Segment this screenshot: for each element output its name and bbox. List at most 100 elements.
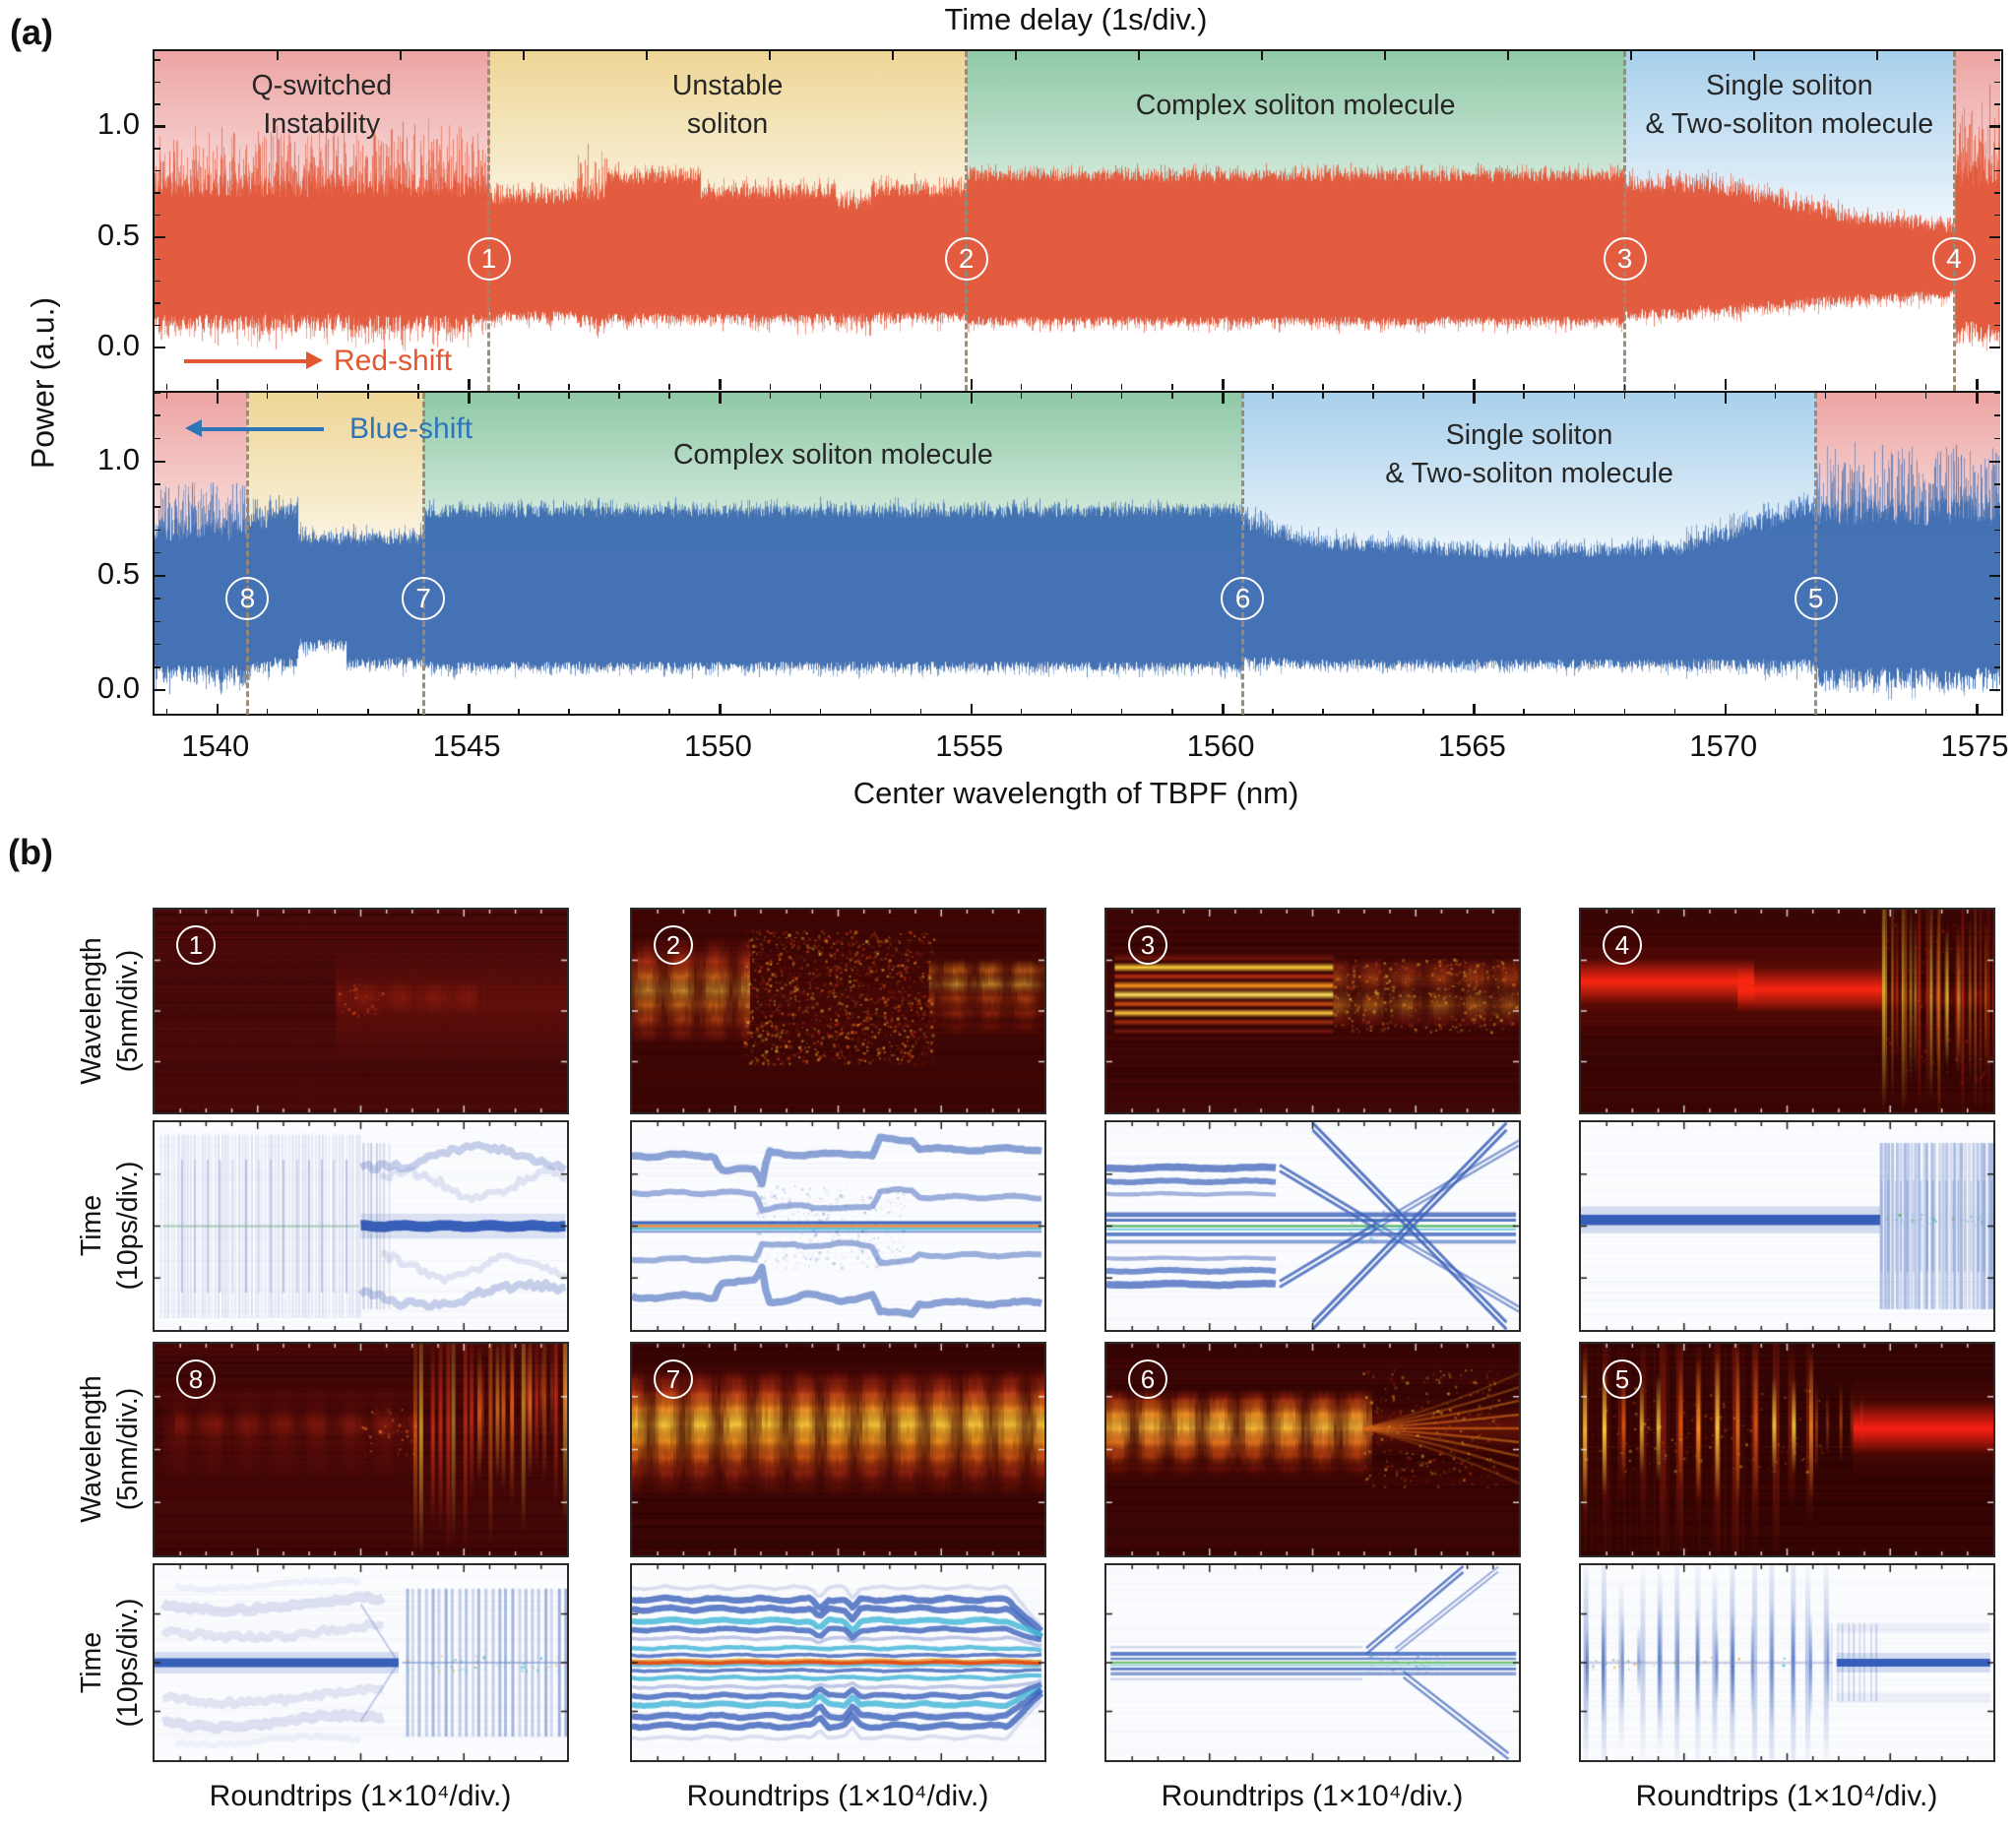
axis-tick <box>417 393 419 399</box>
axis-tick <box>155 551 160 554</box>
axis-tick <box>1473 379 1476 390</box>
region-label-line: Q-switched <box>251 70 393 101</box>
axis-tick <box>1989 460 2000 464</box>
axis-tick <box>266 384 269 390</box>
state-marker-4: 4 <box>1603 925 1642 965</box>
state-marker-6: 6 <box>1221 577 1265 621</box>
transition-dashed-line-4 <box>1952 51 1956 391</box>
axis-tick <box>1623 393 1626 399</box>
axis-tick <box>1372 384 1374 390</box>
transition-dashed-line-6 <box>1240 393 1244 715</box>
axis-tick <box>618 393 620 399</box>
axis-tick <box>367 393 369 399</box>
axis-tick <box>155 620 160 623</box>
axis-tick <box>1994 598 2000 600</box>
axis-tick <box>1994 258 2000 261</box>
x-tick-label: 1545 <box>432 728 501 763</box>
spectral-canvas-1 <box>155 910 567 1112</box>
axis-tick <box>1994 551 2000 554</box>
temporal-canvas-1 <box>155 1122 567 1330</box>
axis-tick <box>1422 393 1424 399</box>
axis-tick <box>1372 393 1374 399</box>
axis-tick <box>819 384 822 390</box>
state-marker-7: 7 <box>402 577 446 621</box>
state-marker-8: 8 <box>225 577 270 621</box>
wavelength-label-line2: (5nm/div.) <box>112 949 144 1073</box>
axis-tick <box>266 393 269 399</box>
x-tick-label: 1575 <box>1940 728 2009 763</box>
y-tick-label: 0.0 <box>96 670 140 706</box>
panel-b-label: (b) <box>8 832 53 872</box>
axis-tick <box>1070 384 1073 390</box>
state-marker-6: 6 <box>1128 1359 1167 1399</box>
axis-tick <box>518 709 520 715</box>
axis-tick <box>417 709 419 715</box>
b-row1-wavelength-axis-label: Wavelength (5nm/div.) <box>74 937 147 1084</box>
axis-tick <box>155 392 160 394</box>
axis-tick <box>1120 709 1123 715</box>
axis-tick <box>155 688 165 692</box>
axis-tick <box>1876 51 1878 60</box>
axis-tick <box>216 704 220 715</box>
y-tick-label: 0.5 <box>96 217 140 252</box>
roundtrips-axis-label-4: Roundtrips (1×10⁴/div.) <box>1635 1780 1938 1812</box>
red-shift-annotation: Red-shift <box>184 345 452 378</box>
temporal-canvas-5 <box>1581 1565 1993 1760</box>
temporal-canvas-4 <box>1581 1122 1993 1330</box>
temporal-evolution-panel-3 <box>1104 1120 1521 1332</box>
region-label-line: Unstable <box>671 70 784 101</box>
wavelength-label-line1: Wavelength <box>76 937 107 1085</box>
axis-tick <box>1673 393 1676 399</box>
axis-tick <box>1874 384 1877 390</box>
blue-shift-label: Blue-shift <box>349 412 473 445</box>
region-label-line: Instability <box>263 108 381 140</box>
axis-tick <box>1994 620 2000 623</box>
panel-divider <box>155 390 2000 393</box>
axis-tick <box>155 414 160 416</box>
temporal-evolution-panel-5 <box>1579 1563 1995 1762</box>
axis-tick <box>1994 59 2000 61</box>
axis-tick <box>1724 704 1728 715</box>
spectral-canvas-3 <box>1106 910 1519 1112</box>
axis-tick <box>316 393 319 399</box>
axis-tick <box>1673 709 1676 715</box>
y-tick-label: 1.0 <box>96 106 140 142</box>
axis-tick <box>769 51 771 60</box>
axis-tick <box>1774 384 1777 390</box>
axis-tick <box>1070 709 1073 715</box>
axis-tick <box>568 709 570 715</box>
axis-tick <box>618 709 620 715</box>
spectral-canvas-2 <box>632 910 1044 1112</box>
spectral-canvas-4 <box>1581 910 1993 1112</box>
axis-tick <box>216 393 220 404</box>
axis-tick <box>1994 506 2000 508</box>
axis-tick <box>1473 393 1476 404</box>
state-marker-4: 4 <box>1932 237 1977 282</box>
temporal-evolution-panel-4 <box>1579 1120 1995 1332</box>
axis-tick <box>1573 709 1575 715</box>
axis-tick <box>155 280 160 283</box>
axis-tick <box>155 643 160 646</box>
transition-dashed-line-8 <box>245 393 249 715</box>
axis-tick <box>1120 393 1123 399</box>
axis-tick <box>155 302 160 304</box>
axis-tick <box>769 384 771 390</box>
axis-tick <box>668 384 670 390</box>
axis-tick <box>400 51 402 60</box>
axis-tick <box>277 51 279 60</box>
axis-tick <box>1774 709 1777 715</box>
axis-tick <box>155 437 160 440</box>
axis-tick <box>970 379 974 390</box>
b-row2-time-axis-label: Time (10ps/div.) <box>74 1599 147 1728</box>
axis-tick <box>1989 574 2000 578</box>
axis-tick <box>1994 392 2000 394</box>
axis-tick <box>1994 483 2000 485</box>
state-marker-2: 2 <box>944 237 988 282</box>
spectral-evolution-panel-3: 3 <box>1104 908 1521 1114</box>
axis-tick <box>1824 709 1827 715</box>
y-tick-label: 0.0 <box>96 328 140 363</box>
temporal-canvas-6 <box>1106 1565 1519 1760</box>
axis-tick <box>1384 51 1386 60</box>
spectral-evolution-panel-6: 6 <box>1104 1342 1521 1557</box>
